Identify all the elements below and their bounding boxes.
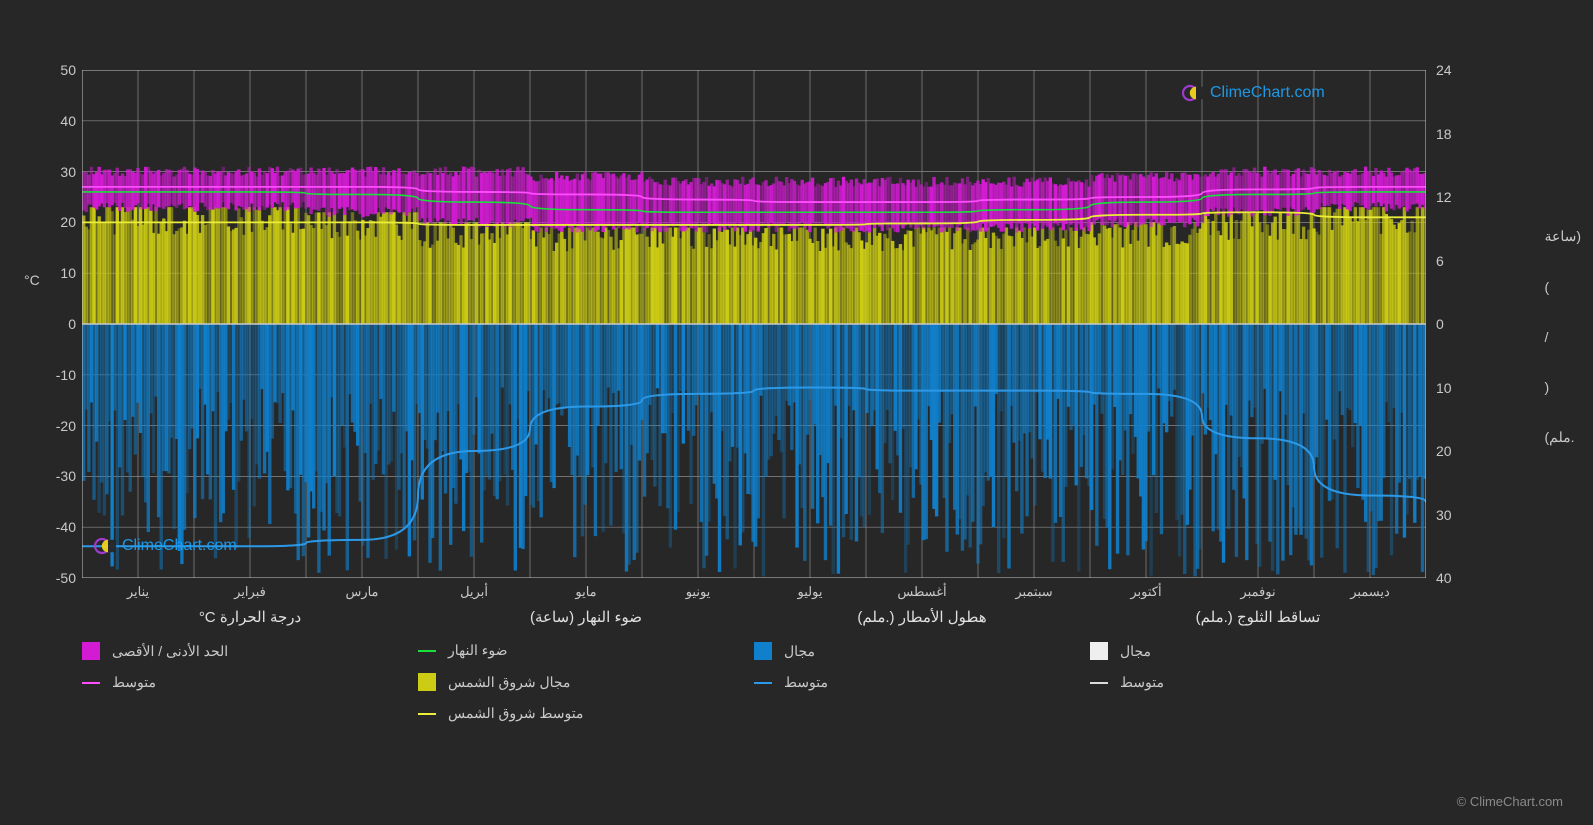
y-right-caption: (ملم. [1544,429,1581,446]
y-left-tick: 10 [36,265,76,281]
legend-rain-mean: متوسط [754,674,1090,691]
y-right-caption: / [1544,329,1581,345]
copyright-text: © ClimeChart.com [1457,794,1563,809]
legend-label: مجال [1120,643,1151,660]
legend-header: (ملم.) هطول الأمطار [754,608,1090,626]
y-left-tick: -10 [36,367,76,383]
legend-header: °C درجة الحرارة [82,608,418,626]
chart-container: °C ساعة)(/)(ملم. -50-40-30-20-1001020304… [0,0,1593,825]
x-tick-label: مايو [530,584,642,600]
legend-label: مجال شروق الشمس [448,674,570,691]
legend-swatch [418,650,436,652]
legend-temp-range: الحد الأدنى / الأقصى [82,642,418,660]
x-tick-label: يوليو [754,584,866,600]
y-right-tick: 18 [1436,126,1452,142]
legend-label: متوسط [784,674,828,691]
legend-label: الحد الأدنى / الأقصى [112,643,228,660]
x-tick-label: أغسطس [866,584,978,600]
legend-columns: الحد الأدنى / الأقصى متوسط ضوء النهار مجال … [82,642,1426,722]
x-tick-label: ديسمبر [1314,584,1426,600]
y-left-tick: -50 [36,570,76,586]
y-right-tick: 24 [1436,62,1452,78]
plot-svg [82,70,1426,578]
y-right-tick: 0 [1436,316,1444,332]
legend-swatch [1090,682,1108,684]
x-tick-label: أبريل [418,584,530,600]
plot-area [82,70,1426,578]
x-tick-row: ينايرفبرايرمارسأبريلمايويونيويوليوأغسطسس… [82,584,1426,600]
y-left-tick: 20 [36,214,76,230]
x-tick-label: سبتمبر [978,584,1090,600]
y-right-caption: ساعة) [1544,228,1581,245]
legend-daylight: ضوء النهار [418,642,754,659]
legend-swatch [82,682,100,684]
y-right-tick: 12 [1436,189,1452,205]
legend-label: متوسط [112,674,156,691]
legend-header: (ساعة) ضوء النهار [418,608,754,626]
y-left-tick: 40 [36,113,76,129]
watermark-text: ClimeChart.com [122,537,237,555]
legend-swatch [418,713,436,715]
legend-headers: °C درجة الحرارة(ساعة) ضوء النهار(ملم.) ه… [82,608,1426,642]
y-left-tick: 0 [36,316,76,332]
y-left-tick: 50 [36,62,76,78]
x-tick-label: مارس [306,584,418,600]
x-tick-label: نوفمبر [1202,584,1314,600]
legend-swatch [1090,642,1108,660]
legend-swatch [418,673,436,691]
y-right-tick: 30 [1436,507,1452,523]
y-right-tick: 40 [1436,570,1452,586]
watermark-top: ClimeChart.com [1182,82,1325,104]
climechart-logo-icon [94,535,116,557]
legend-sunshine-range: مجال شروق الشمس [418,673,754,691]
legend-label: متوسط شروق الشمس [448,705,583,722]
watermark-bottom: ClimeChart.com [94,535,237,557]
legend-column: ضوء النهار مجال شروق الشمس متوسط شروق الشم… [418,642,754,722]
legend-column: مجال متوسط [1090,642,1426,722]
y-left-tick: -30 [36,468,76,484]
watermark-text: ClimeChart.com [1210,84,1325,102]
y-left-tick: -20 [36,418,76,434]
y-right-tick: 6 [1436,253,1444,269]
legend-column: مجال متوسط [754,642,1090,722]
x-tick-label: أكتوبر [1090,584,1202,600]
legend-label: مجال [784,643,815,660]
x-tick-label: فبراير [194,584,306,600]
legend-header: (ملم.) تساقط الثلوج [1090,608,1426,626]
legend-rain-range: مجال [754,642,1090,660]
y-right-caption: ( [1544,279,1581,295]
legend-sunshine-mean: متوسط شروق الشمس [418,705,754,722]
y-right-tick: 10 [1436,380,1452,396]
y-left-tick: -40 [36,519,76,535]
x-tick-label: يناير [82,584,194,600]
legend-column: الحد الأدنى / الأقصى متوسط [82,642,418,722]
legend-snow-mean: متوسط [1090,674,1426,691]
legend-label: متوسط [1120,674,1164,691]
legend-swatch [754,642,772,660]
legend-snow-range: مجال [1090,642,1426,660]
y-right-tick: 20 [1436,443,1452,459]
y-left-tick: 30 [36,164,76,180]
x-tick-label: يونيو [642,584,754,600]
legend: °C درجة الحرارة(ساعة) ضوء النهار(ملم.) ه… [82,608,1426,722]
climechart-logo-icon [1182,82,1204,104]
y-right-caption: ) [1544,379,1581,395]
legend-swatch [82,642,100,660]
legend-label: ضوء النهار [448,642,507,659]
y-right-extra-labels: ساعة) ( /) (ملم. [1544,228,1581,446]
legend-temp-mean: متوسط [82,674,418,691]
legend-swatch [754,682,772,684]
